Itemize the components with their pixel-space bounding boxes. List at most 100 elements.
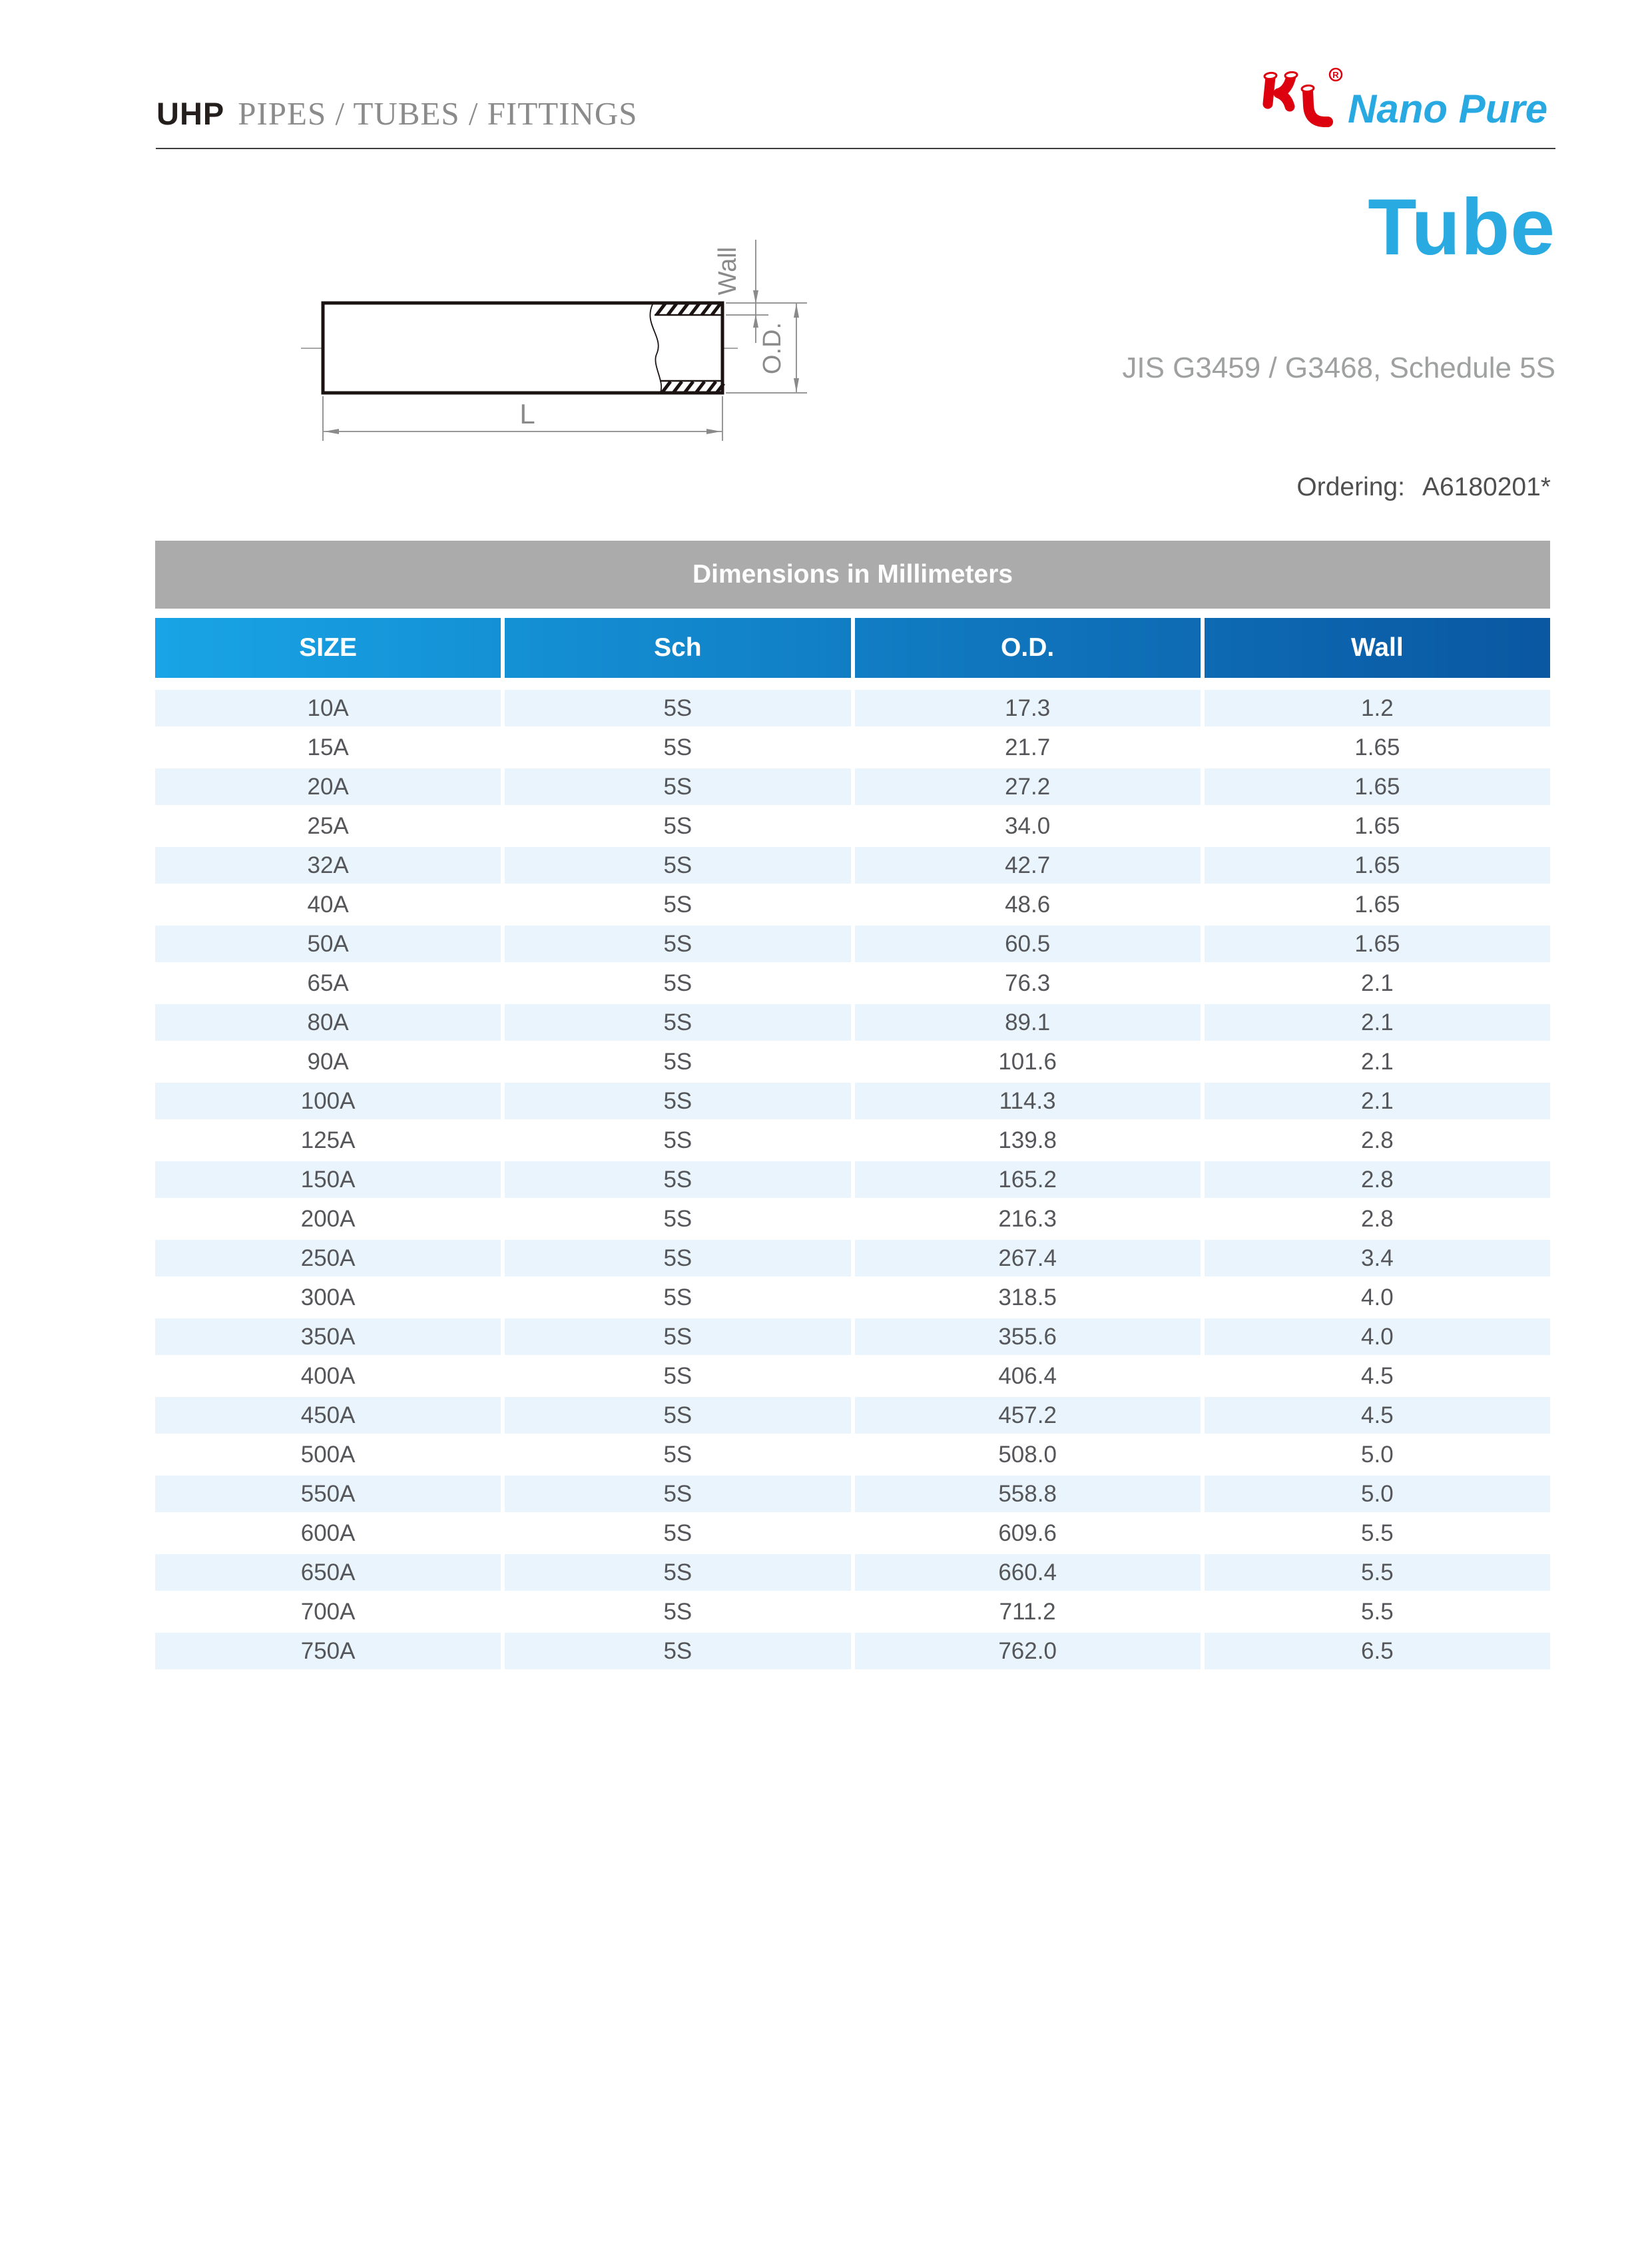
cell-sch: 5S (505, 1474, 851, 1514)
table-row: 25A 5S 34.0 1.65 (155, 806, 1550, 846)
company-logo: R Nano Pure (1258, 61, 1547, 133)
table-row: 250A 5S 267.4 3.4 (155, 1239, 1550, 1278)
table-row: 550A 5S 558.8 5.0 (155, 1474, 1550, 1514)
cell-od: 406.4 (854, 1356, 1201, 1396)
dimensions-table: Dimensions in Millimeters SIZE Sch O.D. … (155, 541, 1550, 1671)
cell-sch: 5S (505, 846, 851, 885)
cell-sch: 5S (505, 1278, 851, 1317)
cell-size: 20A (155, 767, 501, 806)
svg-text:R: R (1332, 70, 1339, 80)
col-header-sch: Sch (505, 618, 851, 678)
cell-wall: 4.5 (1204, 1356, 1550, 1396)
table-row: 450A 5S 457.2 4.5 (155, 1396, 1550, 1435)
cell-sch: 5S (505, 1121, 851, 1160)
cell-od: 660.4 (854, 1553, 1201, 1592)
cell-od: 355.6 (854, 1317, 1201, 1356)
cell-od: 267.4 (854, 1239, 1201, 1278)
table-row: 500A 5S 508.0 5.0 (155, 1435, 1550, 1474)
cell-od: 21.7 (854, 728, 1201, 767)
cell-sch: 5S (505, 689, 851, 728)
table-caption: Dimensions in Millimeters (155, 541, 1550, 609)
ordering-value: A6180201* (1422, 473, 1551, 501)
cell-sch: 5S (505, 1514, 851, 1553)
registered-mark-icon (1328, 67, 1343, 82)
cell-sch: 5S (505, 1435, 851, 1474)
od-dim-label: O.D. (758, 322, 786, 374)
cell-size: 650A (155, 1553, 501, 1592)
cell-wall: 4.0 (1204, 1278, 1550, 1317)
cell-od: 48.6 (854, 885, 1201, 924)
brand-category: PIPES / TUBES / FITTINGS (238, 95, 638, 132)
cell-size: 400A (155, 1356, 501, 1396)
cell-size: 80A (155, 1003, 501, 1042)
cell-size: 90A (155, 1042, 501, 1081)
cell-sch: 5S (505, 767, 851, 806)
cell-od: 76.3 (854, 964, 1201, 1003)
table-row: 100A 5S 114.3 2.1 (155, 1081, 1550, 1121)
cell-size: 100A (155, 1081, 501, 1121)
cell-wall: 1.2 (1204, 689, 1550, 728)
cell-size: 10A (155, 689, 501, 728)
cell-wall: 2.1 (1204, 1042, 1550, 1081)
cell-wall: 6.5 (1204, 1631, 1550, 1671)
table-row: 50A 5S 60.5 1.65 (155, 924, 1550, 964)
cell-wall: 4.5 (1204, 1396, 1550, 1435)
cell-od: 34.0 (854, 806, 1201, 846)
cell-sch: 5S (505, 1199, 851, 1239)
cell-size: 200A (155, 1199, 501, 1239)
table-row: 125A 5S 139.8 2.8 (155, 1121, 1550, 1160)
page-title: Tube (1368, 182, 1555, 272)
cell-wall: 1.65 (1204, 728, 1550, 767)
cell-wall: 2.1 (1204, 1003, 1550, 1042)
cell-wall: 3.4 (1204, 1239, 1550, 1278)
cell-size: 700A (155, 1592, 501, 1631)
cell-size: 32A (155, 846, 501, 885)
cell-sch: 5S (505, 1631, 851, 1671)
cell-size: 50A (155, 924, 501, 964)
table-row: 600A 5S 609.6 5.5 (155, 1514, 1550, 1553)
cell-sch: 5S (505, 924, 851, 964)
cell-size: 150A (155, 1160, 501, 1199)
brand-header: UHP PIPES / TUBES / FITTINGS (156, 95, 638, 133)
cell-od: 558.8 (854, 1474, 1201, 1514)
tube-opening-icon (1284, 71, 1298, 80)
brand-uhp: UHP (156, 96, 225, 131)
tube-technical-drawing: Wall O.D. L (300, 226, 812, 451)
tube-opening-icon (1300, 84, 1315, 93)
cell-od: 457.2 (854, 1396, 1201, 1435)
cell-sch: 5S (505, 1160, 851, 1199)
cell-od: 114.3 (854, 1081, 1201, 1121)
ordering-label: Ordering: (1296, 473, 1405, 501)
cell-od: 216.3 (854, 1199, 1201, 1239)
table-row: 200A 5S 216.3 2.8 (155, 1199, 1550, 1239)
cell-wall: 2.8 (1204, 1121, 1550, 1160)
cell-od: 42.7 (854, 846, 1201, 885)
cell-size: 25A (155, 806, 501, 846)
cell-sch: 5S (505, 1003, 851, 1042)
table-row: 32A 5S 42.7 1.65 (155, 846, 1550, 885)
tube-drawing-icon: Wall O.D. L (301, 240, 807, 441)
cell-size: 750A (155, 1631, 501, 1671)
cell-sch: 5S (505, 1396, 851, 1435)
table-row: 15A 5S 21.7 1.65 (155, 728, 1550, 767)
cell-size: 250A (155, 1239, 501, 1278)
cell-od: 318.5 (854, 1278, 1201, 1317)
cell-sch: 5S (505, 1317, 851, 1356)
table-row: 700A 5S 711.2 5.5 (155, 1592, 1550, 1631)
length-dim-label: L (519, 398, 535, 429)
cell-sch: 5S (505, 885, 851, 924)
cell-od: 101.6 (854, 1042, 1201, 1081)
cell-sch: 5S (505, 806, 851, 846)
cell-size: 15A (155, 728, 501, 767)
cell-size: 350A (155, 1317, 501, 1356)
cell-wall: 5.5 (1204, 1592, 1550, 1631)
table-row: 10A 5S 17.3 1.2 (155, 689, 1550, 728)
cell-wall: 4.0 (1204, 1317, 1550, 1356)
table-row: 300A 5S 318.5 4.0 (155, 1278, 1550, 1317)
ordering-code: Ordering: A6180201* (1296, 473, 1551, 502)
table-row: 65A 5S 76.3 2.1 (155, 964, 1550, 1003)
cell-wall: 1.65 (1204, 885, 1550, 924)
table-body: 10A 5S 17.3 1.2 15A 5S 21.7 1.65 20A 5S … (155, 689, 1550, 1671)
cell-wall: 1.65 (1204, 924, 1550, 964)
table-row: 80A 5S 89.1 2.1 (155, 1003, 1550, 1042)
